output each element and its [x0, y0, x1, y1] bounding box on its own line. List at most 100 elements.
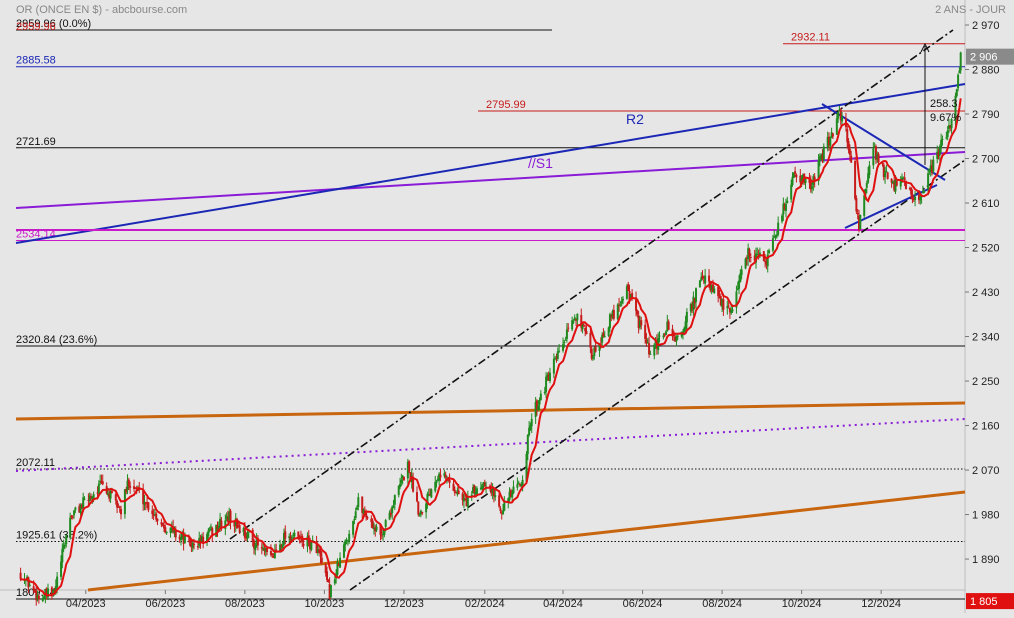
candle-body [899, 180, 902, 187]
candle-body [339, 557, 342, 568]
price-tick-label: 2 430 [972, 287, 1000, 299]
candle-body [517, 482, 520, 484]
candle-body [271, 553, 274, 556]
candle-body [625, 286, 628, 299]
candle-body [280, 545, 283, 547]
candle-body [438, 473, 441, 481]
candle-body [245, 537, 248, 539]
candle-body [612, 310, 615, 319]
candle-body [183, 535, 186, 544]
candle-body [903, 177, 906, 180]
candle-body [90, 496, 93, 499]
candle-body [455, 492, 458, 494]
time-tick-label: 06/2024 [623, 598, 663, 610]
candle-body [71, 516, 74, 518]
candle-body [790, 184, 793, 200]
candle-body [638, 320, 641, 328]
candle-body [764, 260, 767, 263]
candle-body [337, 563, 340, 566]
candle-body [610, 316, 613, 318]
candle-body [921, 192, 924, 194]
candle-body [713, 288, 716, 293]
candle-body [518, 483, 521, 486]
candle-body [156, 519, 159, 521]
candle-body [556, 351, 559, 359]
candle-body [567, 327, 570, 329]
candle-body [292, 537, 295, 539]
candle-body [621, 298, 624, 301]
candle-body [238, 525, 241, 532]
candle-body [462, 497, 465, 502]
candle-body [202, 536, 205, 543]
candle-body [929, 165, 932, 171]
candle-body [829, 138, 832, 146]
candle-body [219, 518, 222, 528]
candle-body [96, 492, 99, 494]
candle-body [730, 309, 733, 314]
candle-body [297, 531, 300, 539]
candle-body [873, 146, 876, 148]
time-tick-label: 12/2024 [861, 598, 901, 610]
candle-body [372, 528, 375, 530]
candle-body [543, 392, 546, 394]
candle-body [100, 480, 103, 484]
candle-body [120, 508, 123, 515]
candle-body [841, 116, 844, 122]
candle-body [782, 203, 785, 215]
candle-body [901, 177, 904, 181]
candle-body [867, 173, 870, 183]
candle-body [847, 141, 850, 150]
candle-body [804, 178, 807, 183]
candle-body [199, 538, 202, 544]
candle-body [207, 530, 210, 536]
candle-body [738, 280, 741, 289]
candle-body [537, 405, 540, 410]
candle-body [500, 512, 503, 514]
candle-body [912, 198, 915, 200]
candle-body [237, 526, 240, 528]
candle-body [644, 324, 647, 339]
candle-body [490, 486, 493, 494]
candle-body [272, 556, 275, 558]
candle-body [940, 140, 943, 148]
candle-body [684, 321, 687, 330]
candle-body [160, 522, 163, 525]
candle-body [472, 487, 475, 494]
candle-body [402, 476, 405, 481]
candle-body [868, 165, 871, 175]
candle-body [392, 506, 395, 508]
candle-body [708, 275, 711, 282]
candle-body [35, 590, 38, 601]
candle-body [645, 339, 648, 344]
candle-body [648, 343, 651, 355]
candle-body [627, 284, 630, 292]
candle-body [126, 480, 129, 491]
candle-body [384, 520, 387, 527]
candle-body [665, 331, 668, 335]
candle-body [435, 481, 438, 483]
candle-body [264, 547, 267, 552]
candle-body [133, 486, 136, 489]
candle-body [777, 222, 780, 235]
candle-body [62, 545, 65, 549]
candle-body [658, 335, 661, 337]
candle-body [91, 496, 94, 499]
candle-body [946, 130, 949, 138]
candle-body [41, 598, 44, 601]
candle-body [262, 548, 265, 550]
candle-body [37, 595, 40, 600]
candle-body [692, 296, 695, 311]
candle-body [399, 483, 402, 488]
candle-body [466, 496, 469, 507]
candle-body [640, 320, 643, 326]
candle-body [193, 543, 196, 545]
candle-body [548, 372, 551, 381]
candle-body [947, 125, 950, 129]
candle-body [142, 490, 145, 505]
candle-body [786, 200, 789, 203]
candle-body [848, 148, 851, 155]
candle-body [520, 484, 523, 486]
candle-body [153, 514, 156, 516]
candle-body [539, 393, 542, 401]
